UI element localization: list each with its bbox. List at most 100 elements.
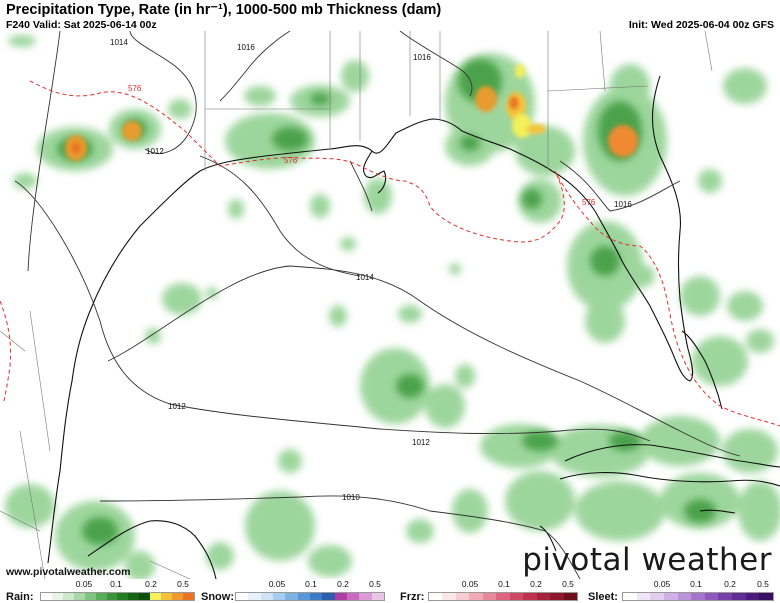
- legend-swatch: [272, 593, 286, 600]
- legend-sleet-bar: [622, 592, 774, 601]
- legend-swatch: [429, 593, 443, 600]
- legend-swatch: [718, 593, 733, 600]
- isobar-label: 1016: [237, 43, 255, 52]
- isobar-label: 1012: [146, 147, 164, 156]
- legend-swatch: [248, 593, 261, 600]
- legend-tick: 0.05: [268, 579, 286, 589]
- legend-rain-ticks: 0.05 0.1 0.2 0.5: [40, 579, 195, 590]
- legend-swatch: [455, 593, 470, 600]
- legend-swatch: [260, 593, 273, 600]
- legend-swatch: [732, 593, 746, 600]
- legend-tick: 0.5: [177, 579, 189, 589]
- isobar-label: 1014: [110, 38, 128, 47]
- coastlines: [47, 75, 780, 579]
- legend-swatch: [297, 593, 310, 600]
- thickness-label: 576: [128, 84, 142, 93]
- thickness-labels: 576 576 576: [128, 84, 596, 207]
- legend-swatch: [139, 593, 151, 600]
- legend-swatch: [691, 593, 705, 600]
- isobar-label: 1016: [413, 53, 431, 62]
- legend-swatch: [677, 593, 692, 600]
- thickness-label: 576: [284, 156, 298, 165]
- legend-swatch: [117, 593, 129, 600]
- legend-swatch: [150, 593, 162, 600]
- legend-swatch: [161, 593, 173, 600]
- legend-swatch: [41, 593, 52, 600]
- chart-title: Precipitation Type, Rate (in hr⁻¹), 1000…: [6, 2, 442, 18]
- legend-swatch: [322, 593, 335, 600]
- legend-sleet-label: Sleet:: [588, 591, 618, 603]
- legend-tick: 0.2: [724, 579, 736, 589]
- legend-tick: 0.1: [110, 579, 122, 589]
- legend-swatch: [745, 593, 760, 600]
- legend-frzr-bar: [428, 592, 578, 601]
- legend-frzr-label: Frzr:: [400, 591, 425, 603]
- thickness-label: 576: [582, 198, 596, 207]
- legend-swatch: [182, 593, 194, 600]
- legend-tick: 0.2: [530, 579, 542, 589]
- legend-swatch: [563, 593, 577, 600]
- legend-swatch: [469, 593, 483, 600]
- legend-rain-label: Rain:: [6, 591, 34, 603]
- legend-frzr-ticks: 0.05 0.1 0.2 0.5: [428, 579, 578, 590]
- legend-swatch: [482, 593, 497, 600]
- legend-swatch: [84, 593, 96, 600]
- weather-map: 1014 1016 1016 1016 1012 1014 1012 1012 …: [0, 31, 780, 579]
- legend-swatch: [536, 593, 551, 600]
- legend-swatch: [346, 593, 360, 600]
- legend-tick: 0.2: [145, 579, 157, 589]
- brand-logo: pivotal weather: [522, 542, 772, 578]
- legend-swatch: [623, 593, 637, 600]
- legend-tick: 0.1: [690, 579, 702, 589]
- isobar-label: 1012: [168, 402, 186, 411]
- legend-rain-bar: [40, 592, 195, 601]
- legend-swatch: [442, 593, 456, 600]
- legend-swatch: [172, 593, 183, 600]
- legend-swatch: [636, 593, 651, 600]
- legend-snow-ticks: 0.05 0.1 0.2 0.5: [235, 579, 385, 590]
- legend-swatch: [650, 593, 664, 600]
- thickness-576: [0, 80, 780, 427]
- isobars: [14, 31, 741, 579]
- isobar-labels: 1014 1016 1016 1016 1012 1014 1012 1012 …: [110, 38, 632, 502]
- legend-tick: 0.5: [562, 579, 574, 589]
- legend-swatch: [523, 593, 537, 600]
- legend-swatch: [359, 593, 372, 600]
- legend-tick: 0.05: [461, 579, 479, 589]
- legend-swatch: [128, 593, 140, 600]
- precip-rain-areas: [5, 35, 780, 579]
- isobar-label: 1010: [342, 493, 360, 502]
- legend-swatch: [759, 593, 774, 600]
- legend-swatch: [509, 593, 524, 600]
- legend-swatch: [106, 593, 118, 600]
- valid-time: F240 Valid: Sat 2025-06-14 00z: [6, 19, 157, 31]
- legend-tick: 0.5: [369, 579, 381, 589]
- isobar-label: 1012: [412, 438, 430, 447]
- legend-snow-label: Snow:: [201, 591, 234, 603]
- legend-swatch: [663, 593, 678, 600]
- legend-swatch: [334, 593, 347, 600]
- init-time: Init: Wed 2025-06-04 00z GFS: [628, 19, 774, 31]
- legend-tick: 0.05: [75, 579, 93, 589]
- isobar-label: 1016: [614, 200, 632, 209]
- legend-swatch: [95, 593, 107, 600]
- legend-swatch: [550, 593, 564, 600]
- legend-tick: 0.1: [498, 579, 510, 589]
- legend-tick: 0.5: [757, 579, 769, 589]
- legend-swatch: [309, 593, 323, 600]
- legend-tick: 0.2: [337, 579, 349, 589]
- legend-swatch: [73, 593, 85, 600]
- credit-url[interactable]: www.pivotalweather.com: [6, 566, 131, 578]
- legend-sleet-ticks: 0.05 0.1 0.2 0.5: [622, 579, 774, 590]
- legend-tick: 0.05: [653, 579, 671, 589]
- isobar-label: 1014: [356, 273, 374, 282]
- legend-tick: 0.1: [305, 579, 317, 589]
- precip-rain-intense: [65, 64, 638, 161]
- legend: Rain: 0.05 0.1 0.2 0.5 Snow: 0.05 0.1 0.…: [0, 579, 780, 603]
- legend-swatch: [285, 593, 298, 600]
- legend-snow-bar: [235, 592, 385, 601]
- legend-swatch: [62, 593, 74, 600]
- state-borders: [0, 31, 713, 579]
- legend-swatch: [496, 593, 510, 600]
- legend-swatch: [51, 593, 63, 600]
